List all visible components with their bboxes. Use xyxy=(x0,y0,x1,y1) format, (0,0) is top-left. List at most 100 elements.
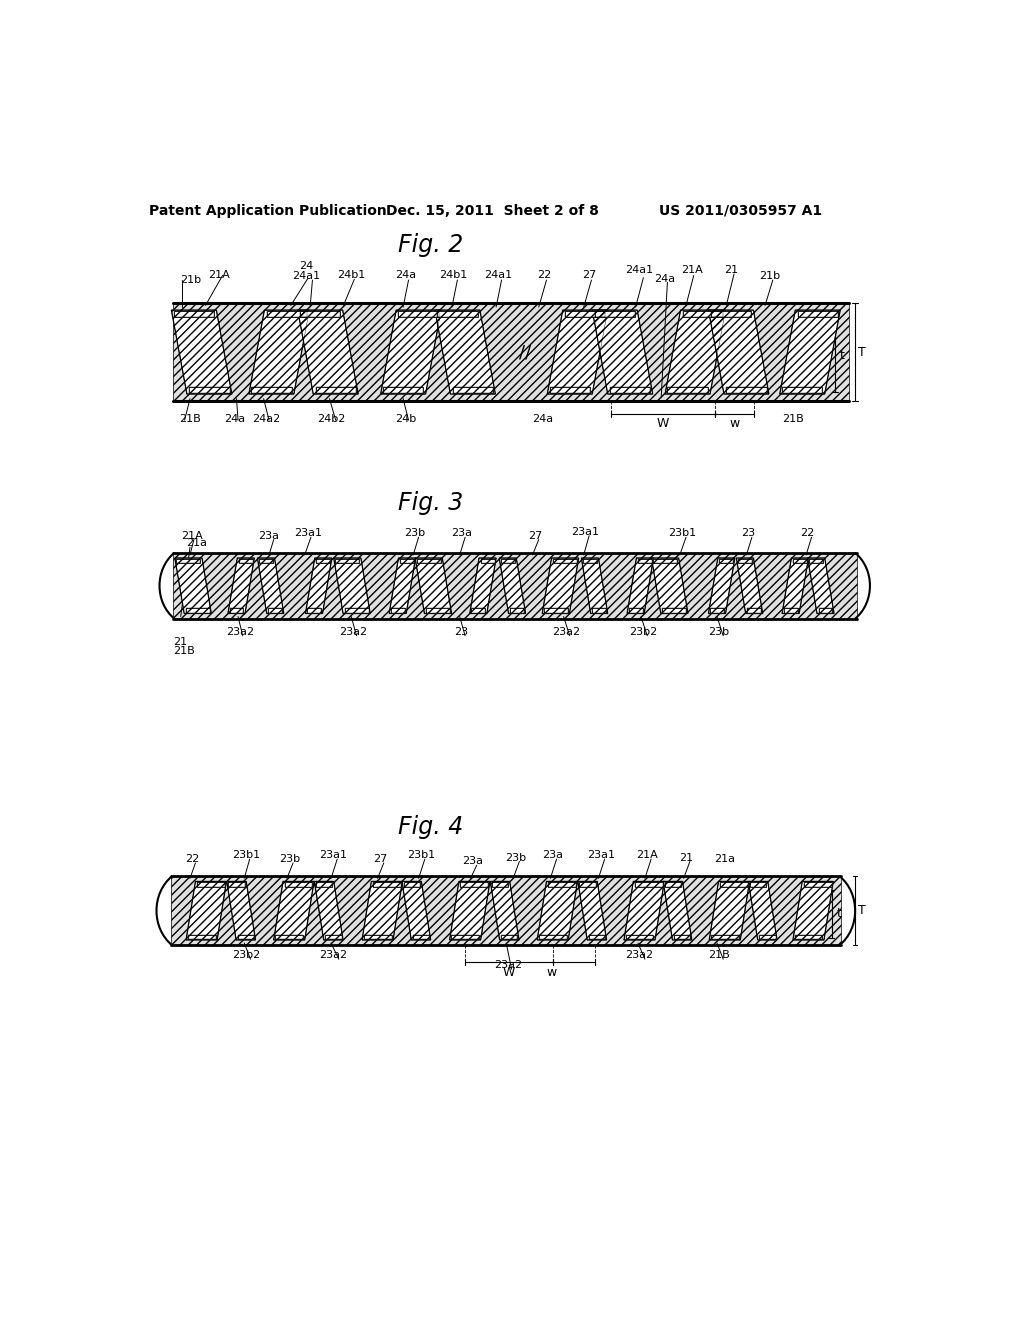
Text: 21a: 21a xyxy=(715,854,735,865)
Text: 23a2: 23a2 xyxy=(319,950,347,961)
Bar xyxy=(750,882,766,887)
Text: 23a1: 23a1 xyxy=(319,850,347,861)
Polygon shape xyxy=(314,882,343,940)
Polygon shape xyxy=(627,558,653,614)
Polygon shape xyxy=(435,310,496,395)
Bar xyxy=(174,312,214,317)
Polygon shape xyxy=(226,882,255,940)
Text: 23a1: 23a1 xyxy=(294,528,322,539)
Text: 24b2: 24b2 xyxy=(316,413,345,424)
Text: 21b: 21b xyxy=(180,275,201,285)
Bar xyxy=(501,935,517,940)
Bar xyxy=(176,558,201,564)
Bar xyxy=(501,558,515,564)
Text: 23: 23 xyxy=(455,627,468,638)
Bar xyxy=(653,558,677,564)
Text: 23a2: 23a2 xyxy=(339,627,367,638)
Bar xyxy=(345,609,369,612)
Bar xyxy=(510,609,524,612)
Bar xyxy=(726,387,767,393)
Polygon shape xyxy=(582,558,607,614)
Text: 23a2: 23a2 xyxy=(626,950,653,961)
Bar xyxy=(610,387,650,393)
Bar xyxy=(711,935,738,940)
Bar xyxy=(550,387,590,393)
Bar xyxy=(417,558,440,564)
Polygon shape xyxy=(450,882,489,940)
Bar xyxy=(653,558,677,564)
Bar xyxy=(748,609,761,612)
Text: 23b: 23b xyxy=(404,528,425,539)
Bar xyxy=(710,609,724,612)
Polygon shape xyxy=(249,310,309,395)
Bar xyxy=(809,558,823,564)
Polygon shape xyxy=(782,558,809,614)
Bar xyxy=(592,609,606,612)
Polygon shape xyxy=(736,558,763,614)
Text: 24a2: 24a2 xyxy=(252,413,281,424)
Bar xyxy=(635,882,663,887)
Bar xyxy=(665,882,681,887)
Bar xyxy=(171,876,841,945)
Text: Fig. 4: Fig. 4 xyxy=(397,814,463,838)
Polygon shape xyxy=(415,558,452,614)
Text: 24a1: 24a1 xyxy=(292,271,321,281)
Text: 24b: 24b xyxy=(395,413,416,424)
Text: T: T xyxy=(858,346,866,359)
Text: 21: 21 xyxy=(173,638,187,647)
Bar xyxy=(544,609,568,612)
Polygon shape xyxy=(665,310,726,395)
Bar xyxy=(316,882,332,887)
Bar xyxy=(804,882,831,887)
Bar xyxy=(583,558,597,564)
Text: t: t xyxy=(837,907,841,920)
Bar xyxy=(335,558,359,564)
Bar xyxy=(238,935,254,940)
Text: T: T xyxy=(858,904,866,917)
Text: t: t xyxy=(840,350,844,363)
Text: Fig. 2: Fig. 2 xyxy=(397,234,463,257)
Polygon shape xyxy=(171,310,231,395)
Text: 21B: 21B xyxy=(179,413,201,424)
Bar xyxy=(595,312,635,317)
Polygon shape xyxy=(624,882,665,940)
Polygon shape xyxy=(578,882,606,940)
Polygon shape xyxy=(709,310,769,395)
Polygon shape xyxy=(793,882,834,940)
Bar xyxy=(171,876,841,945)
Bar xyxy=(187,935,216,940)
Bar xyxy=(461,882,488,887)
Bar xyxy=(795,935,822,940)
Text: 24: 24 xyxy=(299,261,313,271)
Polygon shape xyxy=(500,558,525,614)
Bar xyxy=(285,882,312,887)
Bar xyxy=(809,558,823,564)
Bar xyxy=(391,609,404,612)
Polygon shape xyxy=(592,310,652,395)
Polygon shape xyxy=(186,882,226,940)
Polygon shape xyxy=(709,558,735,614)
Text: US 2011/0305957 A1: US 2011/0305957 A1 xyxy=(658,203,822,218)
Text: 23a: 23a xyxy=(542,850,563,861)
Text: 21A: 21A xyxy=(681,265,703,275)
Bar xyxy=(782,387,822,393)
Text: 23a1: 23a1 xyxy=(571,527,599,537)
Bar xyxy=(629,609,643,612)
Bar xyxy=(398,312,438,317)
Bar xyxy=(259,558,273,564)
Bar xyxy=(759,935,775,940)
Bar xyxy=(315,387,356,393)
Bar xyxy=(580,882,596,887)
Bar xyxy=(437,312,477,317)
Polygon shape xyxy=(362,882,402,940)
Text: 21B: 21B xyxy=(173,647,195,656)
Bar xyxy=(251,387,292,393)
Text: 23a2: 23a2 xyxy=(552,627,580,638)
Bar xyxy=(548,882,575,887)
Text: 23a: 23a xyxy=(451,528,472,539)
Text: 23: 23 xyxy=(741,528,755,539)
Text: Patent Application Publication: Patent Application Publication xyxy=(148,203,386,218)
Bar xyxy=(398,312,438,317)
Bar xyxy=(595,312,635,317)
Polygon shape xyxy=(547,310,607,395)
